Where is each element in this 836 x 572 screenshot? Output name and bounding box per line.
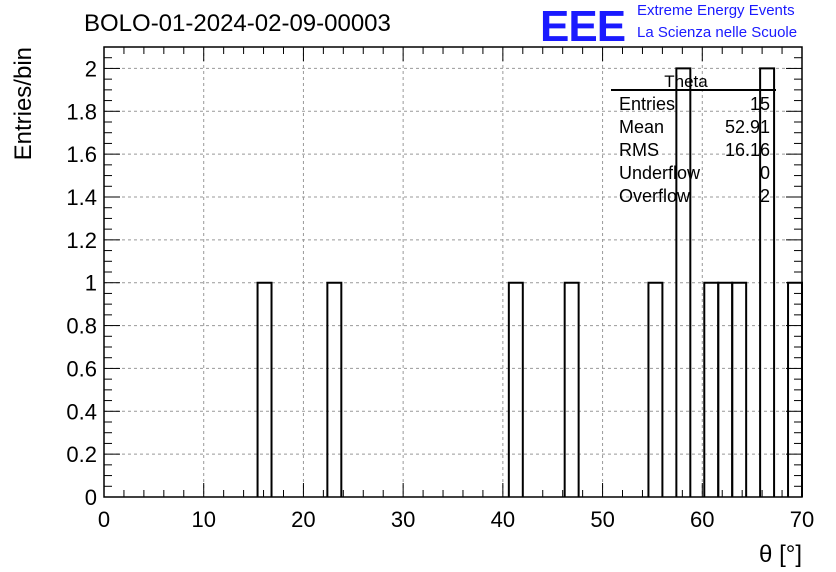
- histogram-bar: [563, 281, 580, 497]
- histogram-bar: [731, 281, 748, 497]
- histogram-bar: [717, 281, 734, 497]
- histogram-bar: [759, 67, 776, 497]
- stats-row-label: Entries: [619, 94, 675, 114]
- x-tick-label: 50: [590, 507, 614, 532]
- stats-row-label: Mean: [619, 117, 664, 137]
- histogram-bar: [703, 281, 720, 497]
- y-tick-label: 1.6: [66, 142, 97, 167]
- y-axis-label: Entries/bin: [10, 47, 37, 160]
- histogram-bar: [647, 281, 664, 497]
- y-tick-label: 1.2: [66, 228, 97, 253]
- stats-row-value: 0: [760, 163, 770, 183]
- y-tick-label: 0: [85, 485, 97, 510]
- eee-logo: EEE: [540, 2, 626, 51]
- y-tick-label: 2: [85, 56, 97, 81]
- stats-row-label: Underflow: [619, 163, 701, 183]
- x-tick-label: 30: [391, 507, 415, 532]
- stats-row-value: 52.91: [725, 117, 770, 137]
- logo-line-1: Extreme Energy Events: [637, 2, 795, 19]
- stats-row-label: RMS: [619, 140, 659, 160]
- stats-row-label: Overflow: [619, 186, 691, 206]
- histogram-bar: [507, 281, 524, 497]
- histogram-bar: [675, 67, 692, 497]
- x-tick-label: 20: [291, 507, 315, 532]
- stats-box-title: Theta: [664, 72, 708, 91]
- y-tick-label: 1: [85, 271, 97, 296]
- x-tick-label: 0: [98, 507, 110, 532]
- histogram-bar: [326, 281, 343, 497]
- plot-frame: [103, 46, 803, 498]
- chart-title: BOLO-01-2024-02-09-00003: [84, 10, 391, 37]
- y-tick-label: 1.4: [66, 185, 97, 210]
- stats-row-value: 15: [750, 94, 770, 114]
- y-tick-label: 0.6: [66, 356, 97, 381]
- logo-line-2: La Scienza nelle Scuole: [637, 24, 798, 41]
- x-tick-label: 60: [690, 507, 714, 532]
- x-tick-label: 40: [491, 507, 515, 532]
- y-tick-label: 0.4: [66, 399, 97, 424]
- y-tick-label: 0.8: [66, 314, 97, 339]
- x-axis-label: θ [°]: [759, 541, 802, 568]
- stats-row-value: 2: [760, 186, 770, 206]
- y-tick-label: 0.2: [66, 442, 97, 467]
- stats-row-value: 16.16: [725, 140, 770, 160]
- x-tick-label: 70: [790, 507, 814, 532]
- y-tick-label: 1.8: [66, 99, 97, 124]
- x-tick-label: 10: [191, 507, 215, 532]
- histogram-bar: [256, 281, 273, 497]
